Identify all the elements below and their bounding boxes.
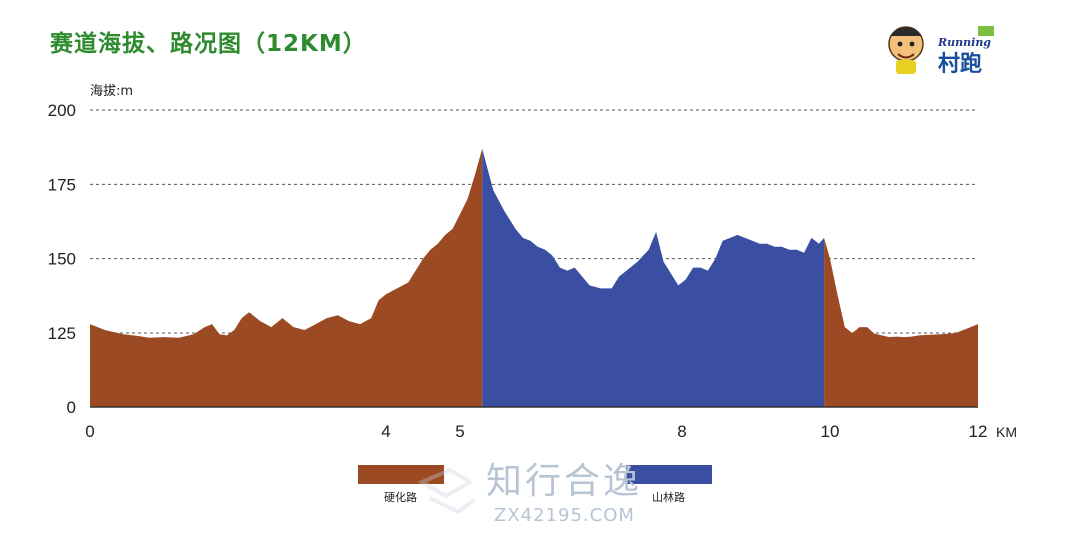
x-axis-label: KM bbox=[996, 424, 1017, 440]
x-tick-label-4: 4 bbox=[381, 422, 390, 441]
y-axis-label: 海拔:m bbox=[90, 84, 133, 99]
series-area-1 bbox=[482, 148, 825, 407]
running-mascot-icon bbox=[888, 26, 994, 74]
x-tick-label-0: 0 bbox=[85, 422, 94, 441]
y-tick-label-150: 150 bbox=[48, 250, 76, 269]
watermark-text: 知行合逸 bbox=[486, 461, 643, 502]
y-tick-label-200: 200 bbox=[48, 101, 76, 120]
y-tick-label-125: 125 bbox=[48, 324, 76, 343]
y-tick-label-175: 175 bbox=[48, 175, 76, 194]
x-tick-label-5: 5 bbox=[455, 422, 464, 441]
logo-brand-text: Running bbox=[938, 36, 992, 49]
y-tick-label-0: 0 bbox=[67, 398, 76, 417]
legend-swatch-0 bbox=[358, 465, 444, 484]
logo-main-text: 村跑 bbox=[938, 52, 983, 77]
x-tick-label-10: 10 bbox=[821, 422, 840, 441]
x-tick-label-12: 12 bbox=[969, 422, 988, 441]
series-area-0 bbox=[90, 148, 483, 407]
legend-label-0: 硬化路 bbox=[384, 491, 417, 504]
watermark-logo-icon bbox=[417, 467, 476, 515]
watermark-site: ZX42195.COM bbox=[494, 505, 635, 526]
legend-label-1: 山林路 bbox=[652, 491, 685, 504]
page-title: 赛道海拔、路况图（12KM） bbox=[50, 31, 367, 57]
legend-swatch-1 bbox=[626, 465, 712, 484]
x-tick-label-8: 8 bbox=[677, 422, 686, 441]
series-area-2 bbox=[824, 237, 978, 407]
